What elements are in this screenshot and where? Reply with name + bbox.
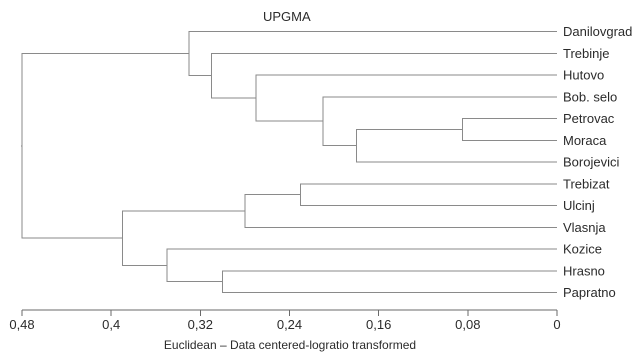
x-tick-label: 0,32 (188, 317, 213, 332)
x-axis-title: Euclidean – Data centered-logratio trans… (164, 338, 416, 352)
x-tick-label: 0,24 (277, 317, 302, 332)
branch-m11 (121, 210, 245, 266)
leaf-label: Kozice (563, 242, 602, 257)
branch-m7 (300, 183, 557, 206)
x-axis: 0,48 0,4 0,32 0,24 0,16 0,08 0 (9, 309, 561, 332)
leaf-label: Danilovgrad (563, 24, 632, 39)
leaf-label: Bob. selo (563, 89, 617, 104)
branches (21, 31, 557, 293)
leaf-label: Hrasno (563, 263, 605, 278)
x-tick-label: 0,08 (455, 317, 480, 332)
leaf-label: Moraca (563, 133, 607, 148)
branch-m6 (188, 31, 557, 77)
leaf-labels: Danilovgrad Trebinje Hutovo Bob. selo Petrov… (563, 24, 632, 300)
x-tick-label: 0,48 (9, 317, 34, 332)
branch-m4 (255, 74, 557, 122)
leaf-label: Trebinje (563, 46, 609, 61)
x-tick-label: 0,16 (366, 317, 391, 332)
leaf-label: Trebizat (563, 176, 610, 191)
x-axis-ticks: 0,48 0,4 0,32 0,24 0,16 0,08 0 (9, 310, 561, 332)
branch-m9 (222, 270, 557, 293)
leaf-label: Vlasnja (563, 220, 606, 235)
chart-title: UPGMA (263, 9, 311, 24)
branch-m8 (244, 194, 557, 228)
leaf-label: Petrovac (563, 111, 615, 126)
leaf-label: Papratno (563, 285, 616, 300)
branch-m1 (461, 118, 557, 141)
leaf-label: Hutovo (563, 68, 604, 83)
leaf-label: Borojevici (563, 155, 619, 170)
branch-m10 (166, 248, 557, 283)
leaf-label: Ulcinj (563, 198, 595, 213)
x-tick-label: 0 (553, 317, 560, 332)
branch-m3 (322, 96, 557, 147)
branch-m5 (210, 52, 557, 99)
branch-m2 (355, 128, 557, 163)
x-tick-label: 0,4 (102, 317, 120, 332)
